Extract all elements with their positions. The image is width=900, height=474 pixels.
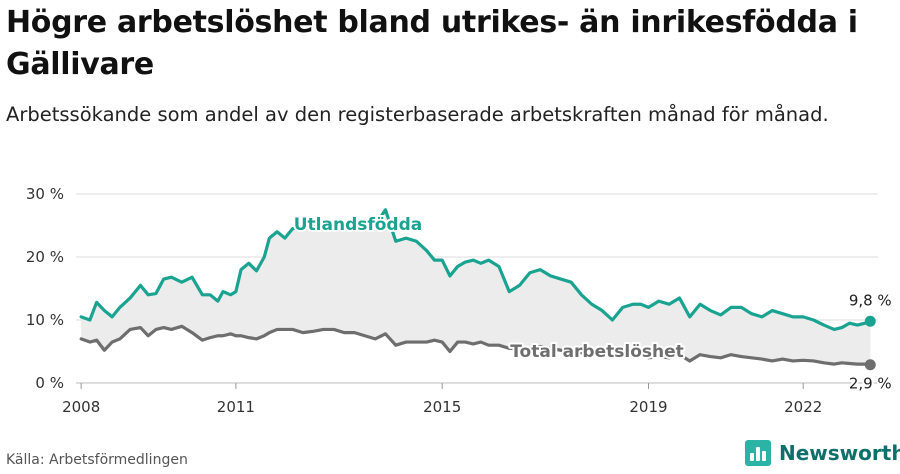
- end-value-label: 2,9 %: [849, 375, 892, 393]
- area-between-series: [81, 209, 871, 365]
- series-end-point: [864, 359, 876, 371]
- x-tick-label: 2008: [62, 398, 100, 416]
- brand-name: Newsworthy: [779, 441, 900, 465]
- series-labels: Utlandsfödda Total arbetslöshet 9,8 % 2,9 %: [292, 213, 894, 395]
- series-line: [79, 208, 872, 332]
- newsworthy-logo-icon: [745, 440, 771, 466]
- y-tick-label: 20 %: [26, 248, 64, 266]
- series-label: Total arbetslöshet: [510, 342, 684, 362]
- chart-title: Högre arbetslöshet bland utrikes- än inr…: [6, 5, 858, 82]
- y-tick-label: 0 %: [35, 374, 64, 392]
- area-band: [81, 209, 871, 365]
- series-lines: [79, 208, 876, 371]
- x-tick-label: 2015: [423, 398, 461, 416]
- x-tick-label: 2019: [629, 398, 667, 416]
- brand-logo: Newsworthy: [745, 440, 900, 466]
- x-tick-label: 2011: [217, 398, 255, 416]
- series-end-point: [864, 315, 876, 327]
- end-value-label: 9,8 %: [849, 291, 892, 309]
- y-tick-label: 30 %: [26, 185, 64, 203]
- chart-subtitle: Arbetssökande som andel av den registerb…: [6, 103, 829, 126]
- axes: 0 % 10 % 20 % 30 % 2008 2011 2015 2019 2022: [26, 185, 822, 416]
- source-note: Källa: Arbetsförmedlingen: [6, 452, 188, 468]
- series-line: [79, 324, 872, 367]
- series-label: Utlandsfödda: [294, 215, 423, 235]
- y-tick-label: 10 %: [26, 311, 64, 329]
- x-tick-label: 2022: [784, 398, 822, 416]
